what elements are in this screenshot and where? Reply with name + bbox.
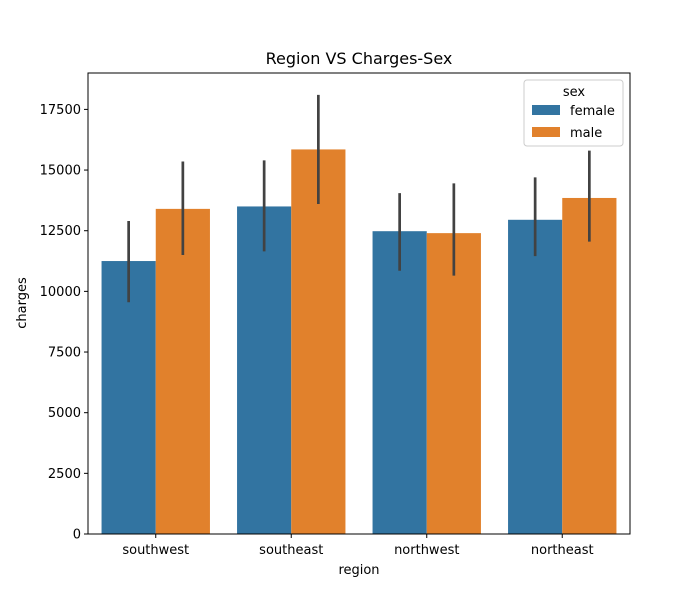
bar-southeast-male xyxy=(291,149,346,534)
x-tick-label: northeast xyxy=(531,543,594,558)
bars-layer xyxy=(101,149,617,534)
x-tick-label: northwest xyxy=(394,543,459,558)
y-tick-label: 0 xyxy=(73,528,81,543)
bar-northeast-male xyxy=(562,197,617,534)
bar-southeast-female xyxy=(237,206,292,534)
legend-label-female: female xyxy=(570,104,615,119)
y-axis: 0 2500 5000 7500 10000 12500 15000 17500 xyxy=(40,103,88,543)
bar-southwest-male xyxy=(155,208,210,534)
legend-swatch-male xyxy=(532,127,560,137)
y-tick-label: 15000 xyxy=(40,164,81,179)
bar-northeast-female xyxy=(508,219,563,534)
legend-title: sex xyxy=(563,85,586,100)
legend: sex female male xyxy=(523,79,624,147)
bar-northwest-male xyxy=(426,233,481,534)
y-tick-label: 17500 xyxy=(40,103,81,118)
chart-title: Region VS Charges-Sex xyxy=(266,49,453,68)
legend-label-male: male xyxy=(570,126,602,141)
y-axis-label: charges xyxy=(15,277,30,329)
x-tick-label: southeast xyxy=(259,543,323,558)
bar-southwest-female xyxy=(101,261,156,534)
x-axis: southwest southeast northwest northeast xyxy=(122,534,594,558)
y-tick-label: 5000 xyxy=(48,406,81,421)
y-tick-label: 7500 xyxy=(48,346,81,361)
y-tick-label: 12500 xyxy=(40,224,81,239)
y-tick-label: 2500 xyxy=(48,467,81,482)
plot-frame xyxy=(87,72,631,535)
legend-swatch-female xyxy=(532,105,560,115)
x-tick-label: southwest xyxy=(122,543,189,558)
x-axis-label: region xyxy=(338,563,379,578)
bar-northwest-female xyxy=(372,231,427,534)
errorbars-layer xyxy=(127,94,591,303)
y-tick-label: 10000 xyxy=(40,285,81,300)
